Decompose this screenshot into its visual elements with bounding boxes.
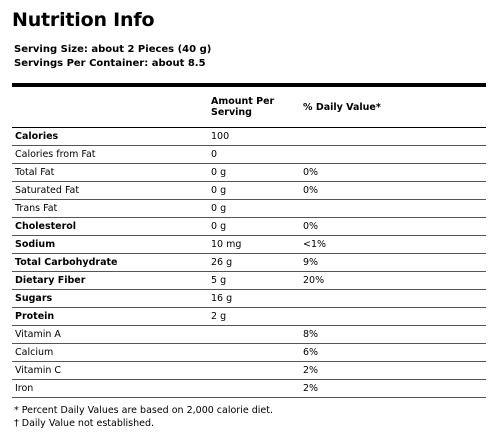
nutrient-amount: 5 g — [211, 271, 303, 290]
nutrient-daily-value: 20% — [303, 271, 486, 290]
nutrient-daily-value — [303, 145, 486, 164]
nutrient-amount: 10 mg — [211, 235, 303, 254]
table-row: Calcium 6% — [12, 343, 486, 362]
table-row: Vitamin C 2% — [12, 361, 486, 380]
nutrient-name: Total Fat — [12, 163, 211, 182]
nutrient-name: Sodium — [12, 235, 211, 254]
servings-per-container: Servings Per Container: about 8.5 — [14, 58, 206, 69]
nutrient-daily-value: 8% — [303, 325, 486, 344]
nutrient-name: Calories — [12, 127, 211, 146]
nutrient-name: Trans Fat — [12, 199, 211, 218]
nutrient-amount: 0 g — [211, 163, 303, 182]
nutrient-name: Sugars — [12, 289, 211, 308]
nutrient-amount: 0 g — [211, 181, 303, 200]
table-row: Sodium 10 mg <1% — [12, 235, 486, 254]
table-row: Trans Fat 0 g — [12, 199, 486, 218]
table-row: Vitamin A 8% — [12, 325, 486, 344]
nutrient-daily-value: 0% — [303, 163, 486, 182]
nutrient-daily-value — [303, 307, 486, 326]
nutrient-daily-value — [303, 199, 486, 218]
nutrient-daily-value: <1% — [303, 235, 486, 254]
nutrient-amount: 0 — [211, 145, 303, 164]
table-row: Saturated Fat 0 g 0% — [12, 181, 486, 200]
nutrient-amount: 100 — [211, 127, 303, 146]
table-row: Protein 2 g — [12, 307, 486, 326]
nutrition-rows: Calories 100 Calories from Fat 0 Total Fat 0 … — [12, 127, 486, 398]
nutrient-daily-value: 2% — [303, 379, 486, 398]
nutrient-name: Vitamin C — [12, 361, 211, 380]
header-divider — [12, 83, 486, 87]
column-header-daily-value: % Daily Value* — [303, 87, 486, 128]
nutrient-name: Vitamin A — [12, 325, 211, 344]
nutrient-name: Iron — [12, 379, 211, 398]
serving-size: Serving Size: about 2 Pieces (40 g) — [14, 44, 212, 55]
nutrient-amount — [211, 343, 303, 362]
nutrient-name: Calories from Fat — [12, 145, 211, 164]
column-header-nutrient — [12, 87, 211, 128]
nutrient-amount: 0 g — [211, 217, 303, 236]
nutrient-name: Total Carbohydrate — [12, 253, 211, 272]
table-row: Sugars 16 g — [12, 289, 486, 308]
nutrient-daily-value: 6% — [303, 343, 486, 362]
nutrient-daily-value: 0% — [303, 181, 486, 200]
table-row: Cholesterol 0 g 0% — [12, 217, 486, 236]
table-header-row: Amount Per Serving % Daily Value* — [12, 87, 486, 128]
nutrient-amount: 26 g — [211, 253, 303, 272]
nutrient-daily-value: 2% — [303, 361, 486, 380]
nutrient-name: Cholesterol — [12, 217, 211, 236]
nutrient-amount: 2 g — [211, 307, 303, 326]
nutrient-name: Dietary Fiber — [12, 271, 211, 290]
table-row: Total Fat 0 g 0% — [12, 163, 486, 182]
footnote-not-established: † Daily Value not established. — [14, 418, 155, 429]
nutrient-amount — [211, 361, 303, 380]
footnote-daily-values: * Percent Daily Values are based on 2,00… — [14, 405, 273, 416]
table-row: Total Carbohydrate 26 g 9% — [12, 253, 486, 272]
table-row: Calories from Fat 0 — [12, 145, 486, 164]
table-row: Calories 100 — [12, 127, 486, 146]
nutrient-daily-value: 0% — [303, 217, 486, 236]
nutrient-name: Saturated Fat — [12, 181, 211, 200]
table-row: Iron 2% — [12, 379, 486, 398]
nutrient-amount: 0 g — [211, 199, 303, 218]
column-header-amount: Amount Per Serving — [211, 87, 303, 128]
nutrient-name: Calcium — [12, 343, 211, 362]
nutrient-name: Protein — [12, 307, 211, 326]
nutrient-amount: 16 g — [211, 289, 303, 308]
table-row: Dietary Fiber 5 g 20% — [12, 271, 486, 290]
nutrient-daily-value — [303, 289, 486, 308]
nutrient-amount — [211, 379, 303, 398]
nutrient-daily-value: 9% — [303, 253, 486, 272]
nutrient-daily-value — [303, 127, 486, 146]
nutrient-amount — [211, 325, 303, 344]
nutrition-table: Amount Per Serving % Daily Value* Calori… — [12, 87, 486, 398]
page-title: Nutrition Info — [12, 9, 155, 31]
